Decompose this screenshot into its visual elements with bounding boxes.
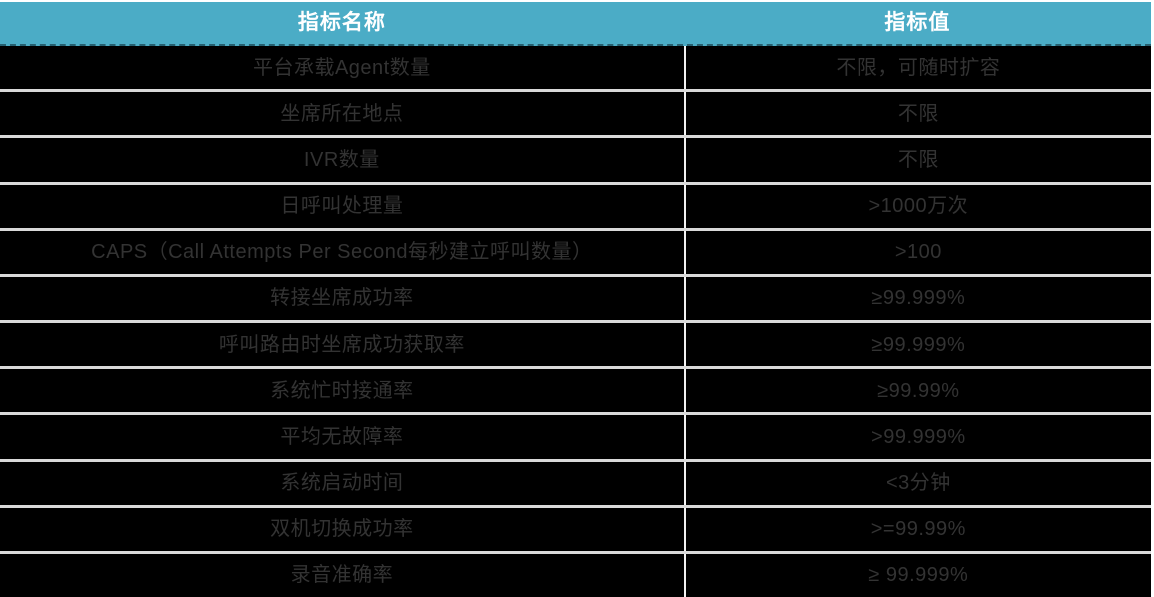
table-row: 呼叫路由时坐席成功获取率 ≥99.999% xyxy=(0,320,1151,367)
table-header-row: 指标名称 指标值 xyxy=(0,2,1151,46)
indicator-value: >=99.99% xyxy=(683,507,1151,551)
table-row: 录音准确率 ≥ 99.999% xyxy=(0,550,1151,597)
indicator-value: 不限 xyxy=(683,92,1151,136)
table-row: 系统忙时接通率 ≥99.99% xyxy=(0,366,1151,413)
indicator-value: <3分钟 xyxy=(683,461,1151,505)
indicator-value: >100 xyxy=(683,230,1151,274)
table-row: 日呼叫处理量 >1000万次 xyxy=(0,181,1151,228)
header-indicator-value: 指标值 xyxy=(884,11,951,35)
table-row: 平均无故障率 >99.999% xyxy=(0,412,1151,459)
indicator-name: 平均无故障率 xyxy=(280,425,404,448)
table-row: 双机切换成功率 >=99.99% xyxy=(0,504,1151,551)
indicator-name: 双机切换成功率 xyxy=(270,518,414,541)
indicator-name: 平台承载Agent数量 xyxy=(252,56,431,79)
indicator-name: 系统忙时接通率 xyxy=(270,379,414,402)
indicator-name: 坐席所在地点 xyxy=(280,102,404,125)
indicator-value: >1000万次 xyxy=(683,184,1151,228)
indicator-name: 呼叫路由时坐席成功获取率 xyxy=(218,333,465,356)
indicator-value: 不限 xyxy=(683,138,1151,182)
indicator-value: ≥99.999% xyxy=(683,276,1151,321)
indicator-name: 日呼叫处理量 xyxy=(280,195,404,218)
table-row: IVR数量 不限 xyxy=(0,135,1151,182)
indicator-value: >99.999% xyxy=(683,415,1151,459)
indicator-name: 录音准确率 xyxy=(290,564,394,587)
table-body: 平台承载Agent数量 不限，可随时扩容 坐席所在地点 不限 IVR数量 不限 … xyxy=(0,46,1151,597)
indicator-name: IVR数量 xyxy=(303,148,380,171)
indicator-name: 系统启动时间 xyxy=(280,472,404,495)
indicator-value: 不限，可随时扩容 xyxy=(683,46,1151,90)
indicator-value: ≥ 99.999% xyxy=(683,553,1151,597)
indicator-name: CAPS（Call Attempts Per Second每秒建立呼叫数量） xyxy=(91,241,593,264)
indicator-value: ≥99.999% xyxy=(683,323,1151,367)
indicator-value: ≥99.99% xyxy=(683,369,1151,413)
table-row: 坐席所在地点 不限 xyxy=(0,89,1151,136)
table-row: CAPS（Call Attempts Per Second每秒建立呼叫数量） >… xyxy=(0,227,1151,274)
table-row: 系统启动时间 <3分钟 xyxy=(0,458,1151,505)
table-row: 平台承载Agent数量 不限，可随时扩容 xyxy=(0,46,1151,90)
table-row: 转接坐席成功率 ≥99.999% xyxy=(0,273,1151,321)
header-indicator-name: 指标名称 xyxy=(297,11,386,35)
indicator-name: 转接坐席成功率 xyxy=(270,287,414,310)
